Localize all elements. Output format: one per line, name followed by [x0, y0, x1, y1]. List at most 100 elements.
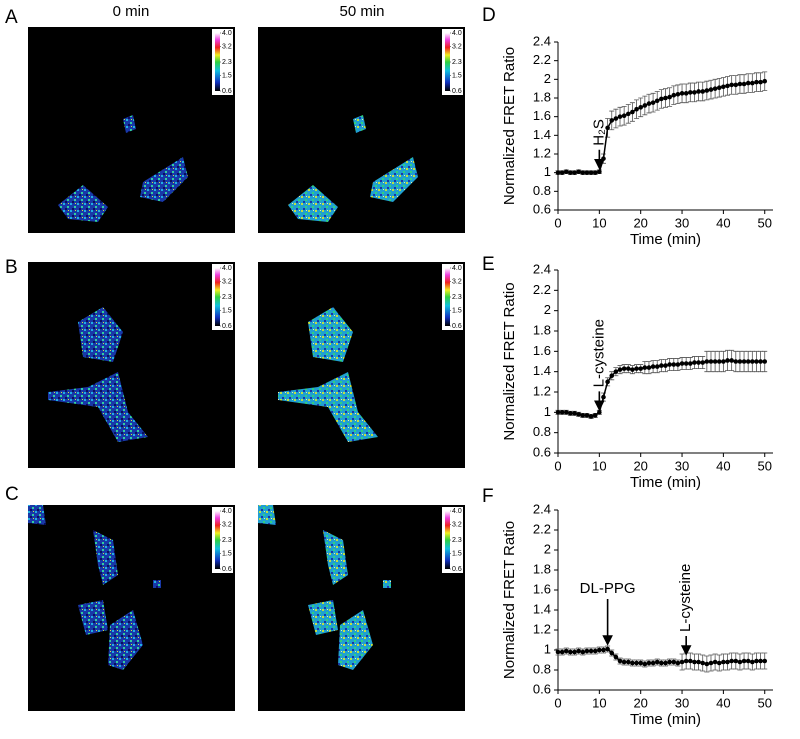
panel-label: A [5, 7, 18, 28]
data-point [563, 410, 569, 415]
y-tick-label: 1.8 [533, 89, 551, 104]
cell [308, 600, 338, 635]
data-point [625, 659, 631, 665]
data-point [646, 660, 652, 666]
data-point [563, 169, 569, 175]
data-point [609, 118, 615, 123]
data-point [671, 92, 677, 98]
data-point [700, 360, 706, 365]
data-point [654, 659, 660, 665]
colorbar-label: 4.0 [452, 30, 462, 37]
data-point [617, 658, 623, 664]
y-tick-label: 2.2 [533, 282, 551, 297]
cell [308, 307, 353, 362]
data-point [704, 359, 710, 364]
cell [370, 157, 418, 202]
data-point [576, 648, 581, 654]
data-point [568, 170, 573, 175]
data-point [630, 660, 635, 666]
colorbar-label: 1.5 [452, 72, 462, 79]
data-point [737, 81, 743, 87]
colorbar-label: 0.6 [452, 323, 462, 330]
annotation-arrow [594, 391, 605, 412]
cell [153, 580, 161, 588]
colorbar-label: 3.2 [452, 278, 462, 285]
data-point [646, 365, 652, 370]
y-tick-label: 1.2 [533, 145, 551, 160]
colorbar-label: 4.0 [452, 265, 462, 272]
data-point [572, 411, 577, 416]
data-point [630, 367, 635, 372]
data-point [683, 361, 689, 366]
data-point [750, 359, 755, 364]
data-point [584, 648, 590, 654]
micrograph: 4.0 3.2 2.3 1.5 0.6 [258, 262, 465, 468]
colorbar-label: 1.5 [222, 550, 232, 557]
colorbar [215, 511, 220, 569]
colorbar [445, 33, 450, 91]
x-tick-label: 20 [633, 215, 647, 230]
data-point [762, 359, 768, 364]
column-title: 50 min [339, 3, 384, 20]
data-point [621, 366, 627, 371]
data-point [559, 649, 565, 655]
data-point [762, 658, 768, 664]
data-point [659, 96, 664, 102]
panel-label: D [482, 5, 496, 26]
cell [108, 610, 143, 670]
data-point [750, 659, 755, 665]
data-point [563, 648, 569, 654]
data-point [667, 362, 672, 367]
data-point [634, 660, 639, 666]
data-point [729, 82, 734, 88]
micrograph: 4.0 3.2 2.3 1.5 0.6 [28, 262, 235, 468]
colorbar-label: 2.3 [452, 537, 462, 544]
x-tick-label: 10 [592, 215, 606, 230]
annotation: L-cysteine [590, 319, 607, 387]
data-point [559, 410, 565, 415]
x-tick-label: 0 [554, 695, 561, 710]
data-point [762, 78, 768, 84]
annotation: L-cysteine [677, 564, 694, 632]
y-tick-label: 2.4 [533, 33, 551, 48]
data-point [584, 170, 590, 175]
y-tick-label: 0.8 [533, 424, 551, 439]
colorbar-label: 4.0 [222, 508, 232, 515]
x-tick-label: 50 [757, 215, 771, 230]
data-point [721, 84, 726, 90]
data-point [568, 411, 573, 416]
y-tick-label: 2.4 [533, 501, 551, 516]
data-point [725, 358, 730, 363]
data-point [758, 79, 763, 85]
colorbar-label: 1.5 [222, 72, 232, 79]
colorbar-label: 0.6 [452, 88, 462, 95]
x-tick-label: 0 [554, 215, 561, 230]
data-point [576, 169, 581, 175]
data-point [663, 95, 668, 101]
data-point [754, 658, 759, 664]
y-tick-label: 0.8 [533, 661, 551, 676]
image-background [258, 505, 465, 711]
data-point [758, 658, 763, 664]
colorbar-label: 0.6 [222, 323, 232, 330]
data-point [654, 98, 660, 104]
annotation-arrow [680, 636, 692, 656]
data-point [630, 109, 635, 115]
colorbar [445, 511, 450, 569]
data-point [679, 361, 685, 366]
data-point [592, 413, 598, 418]
data-point [725, 659, 730, 665]
colorbar-label: 3.2 [222, 278, 232, 285]
data-point [646, 101, 652, 106]
colorbar-label: 4.0 [222, 265, 232, 272]
y-tick-label: 0.6 [533, 201, 551, 216]
data-point [696, 659, 701, 665]
data-point [659, 363, 664, 368]
y-tick-label: 1.6 [533, 343, 551, 358]
colorbar-label: 2.3 [452, 59, 462, 66]
colorbar [215, 33, 220, 91]
data-point [692, 659, 697, 665]
data-point [679, 91, 685, 96]
y-axis-title: Normalized FRET Ratio [501, 521, 518, 679]
colorbar-label: 3.2 [452, 43, 462, 50]
